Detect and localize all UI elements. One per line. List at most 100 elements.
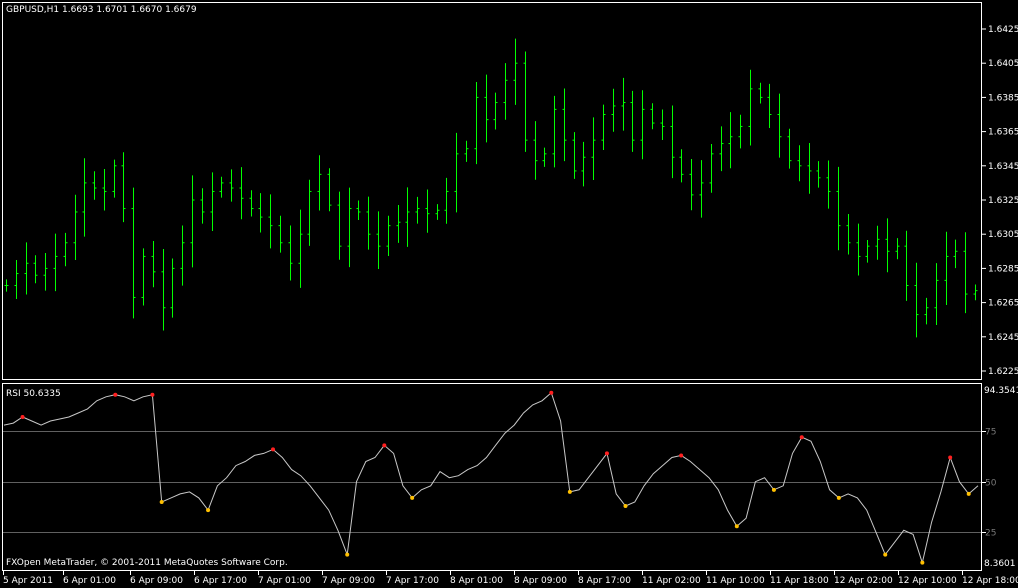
price-bar <box>307 179 312 246</box>
price-bar <box>699 160 704 218</box>
price-bar <box>53 233 58 292</box>
price-bar <box>533 121 538 180</box>
time-axis-label: 7 Apr 17:00 <box>386 576 439 586</box>
price-bar <box>973 284 978 301</box>
price-bar <box>758 82 763 104</box>
price-bar <box>611 88 616 132</box>
rsi-trough-dot <box>345 552 350 557</box>
price-bar <box>944 231 949 305</box>
rsi-level-label: 50 <box>985 479 997 489</box>
price-bar <box>523 51 528 152</box>
price-bar <box>787 128 792 169</box>
price-bar <box>856 223 861 276</box>
price-bar <box>895 238 900 260</box>
price-bar <box>709 143 714 193</box>
price-bar <box>591 117 596 181</box>
price-axis-label: 1.6305 <box>988 230 1018 240</box>
rsi-level-label: 25 <box>985 529 996 539</box>
rsi-trough-dot <box>966 491 971 496</box>
price-bar <box>327 168 332 212</box>
price-bar <box>405 187 410 247</box>
price-bar <box>934 263 939 325</box>
price-bar <box>278 215 283 253</box>
time-axis-label: 6 Apr 09:00 <box>130 576 183 586</box>
price-axis-label: 1.6405 <box>988 59 1018 69</box>
price-bar <box>875 225 880 260</box>
rsi-peak-dot <box>549 390 554 395</box>
rsi-trough-dot <box>206 508 211 513</box>
price-axis-label: 1.6265 <box>988 299 1018 309</box>
rsi-title: RSI 50.6335 <box>6 389 61 399</box>
price-bar <box>33 255 38 284</box>
time-axis-label: 6 Apr 01:00 <box>63 576 116 586</box>
price-bar <box>190 175 195 268</box>
price-bar <box>43 253 48 291</box>
price-bar <box>865 240 870 263</box>
time-axis-label: 7 Apr 01:00 <box>258 576 311 586</box>
time-axis-label: 12 Apr 02:00 <box>834 576 893 586</box>
copyright-text: FXOpen MetaTrader, © 2001-2011 MetaQuote… <box>6 558 288 568</box>
price-bar <box>4 279 9 292</box>
price-bar <box>112 159 117 198</box>
price-bar <box>454 132 459 213</box>
time-axis-label: 6 Apr 17:00 <box>194 576 247 586</box>
price-bar <box>180 225 185 286</box>
time-axis-label: 11 Apr 10:00 <box>706 576 765 586</box>
rsi-min-label: 8.3601 <box>984 559 1016 569</box>
price-axis-label: 1.6285 <box>988 264 1018 274</box>
price-bar <box>92 171 97 200</box>
price-bar <box>826 160 831 209</box>
rsi-trough-dot <box>623 504 628 509</box>
rsi-panel-frame <box>2 383 982 571</box>
price-bar <box>415 196 420 224</box>
price-bar <box>258 193 263 233</box>
price-bar <box>914 262 919 338</box>
price-bar <box>542 147 547 167</box>
price-bar <box>444 177 449 224</box>
rsi-trough-dot <box>567 489 572 494</box>
price-bar <box>219 176 224 198</box>
price-bar <box>386 215 391 257</box>
price-bar <box>846 213 851 255</box>
price-bar <box>816 161 821 188</box>
price-bar <box>953 239 958 269</box>
price-bar <box>552 95 557 168</box>
rsi-peak-dot <box>604 451 609 456</box>
price-axis-label: 1.6225 <box>988 367 1018 377</box>
rsi-peak-dot <box>679 453 684 458</box>
rsi-peak-dot <box>113 392 118 397</box>
price-bar <box>689 158 694 211</box>
price-bar <box>777 93 782 158</box>
rsi-trough-dot <box>836 495 841 500</box>
rsi-peak-dot <box>150 392 155 397</box>
price-bar <box>14 259 19 300</box>
rsi-peak-dot <box>271 447 276 452</box>
rsi-peak-dot <box>948 455 953 460</box>
price-bar <box>640 90 645 160</box>
price-bar <box>601 104 606 150</box>
price-bar <box>513 38 518 105</box>
price-bar <box>317 155 322 211</box>
rsi-peak-dot <box>382 443 387 448</box>
price-bar <box>767 83 772 129</box>
price-bar <box>484 74 489 143</box>
price-bar <box>435 204 440 220</box>
time-axis-label: 8 Apr 01:00 <box>450 576 503 586</box>
price-bar <box>963 232 968 314</box>
price-bar <box>170 258 175 318</box>
price-bar <box>298 209 303 288</box>
price-bar <box>366 196 371 250</box>
price-axis-label: 1.6385 <box>988 93 1018 103</box>
price-axis-label: 1.6365 <box>988 128 1018 138</box>
rsi-peak-dot <box>20 414 25 419</box>
time-axis-label: 11 Apr 18:00 <box>770 576 829 586</box>
price-bar <box>151 241 156 288</box>
price-bar <box>396 204 401 243</box>
rsi-line <box>3 391 979 565</box>
rsi-trough-dot <box>883 552 888 557</box>
price-axis-label: 1.6425 <box>988 25 1018 35</box>
price-bar <box>904 230 909 301</box>
price-bar <box>474 82 479 165</box>
